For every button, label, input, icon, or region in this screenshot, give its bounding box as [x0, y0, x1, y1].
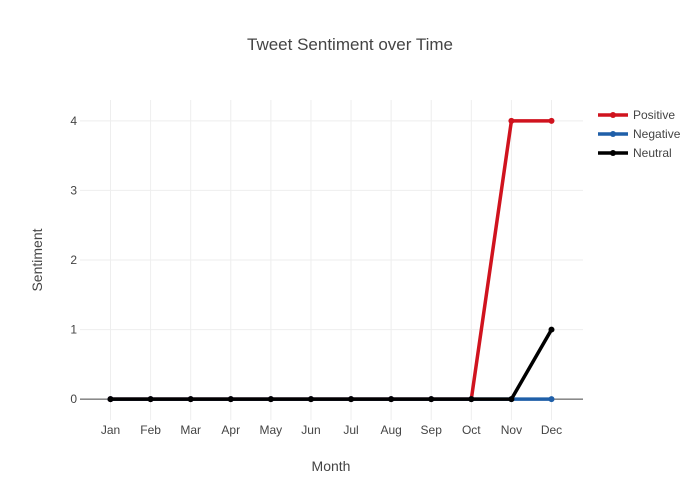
x-tick-label: Apr [221, 423, 240, 437]
x-tick-label: Dec [541, 423, 562, 437]
series-neutral [107, 326, 555, 403]
x-tick-label: Aug [380, 423, 401, 437]
neutral-point [147, 396, 154, 403]
legend-marker [610, 131, 616, 137]
positive-point [508, 117, 515, 124]
neutral-point [187, 396, 194, 403]
neutral-point [227, 396, 234, 403]
x-axis-ticks: Jan Feb Mar Apr May Jun Jul Aug Sep Oct Nov Dec [101, 423, 562, 437]
x-tick-label: Jan [101, 423, 120, 437]
y-axis-title: Sentiment [29, 228, 45, 291]
neutral-point [548, 326, 555, 333]
x-axis-title: Month [312, 458, 351, 474]
legend-marker [610, 112, 616, 118]
y-tick-label: 0 [70, 392, 77, 406]
neutral-point [388, 396, 395, 403]
neutral-point [508, 396, 515, 403]
x-tick-label: Oct [462, 423, 481, 437]
neutral-point [107, 396, 114, 403]
y-tick-label: 3 [70, 183, 77, 197]
y-tick-label: 4 [70, 114, 77, 128]
y-tick-label: 1 [70, 323, 77, 337]
x-tick-label: Nov [501, 423, 522, 437]
y-axis-ticks: 0 1 2 3 4 [70, 114, 77, 406]
x-tick-label: Jun [301, 423, 320, 437]
y-tick-label: 2 [70, 253, 77, 267]
legend-label: Positive [633, 108, 675, 122]
x-tick-label: Mar [180, 423, 201, 437]
grid-lines [80, 100, 583, 420]
legend-item-positive[interactable]: Positive [598, 108, 675, 122]
chart-title: Tweet Sentiment over Time [247, 35, 453, 54]
neutral-point [267, 396, 274, 403]
negative-point [548, 396, 555, 403]
x-tick-label: Sep [421, 423, 443, 437]
neutral-line [110, 328, 554, 401]
neutral-point [468, 396, 475, 403]
legend-marker [610, 150, 616, 156]
legend[interactable]: Positive Negative Neutral [598, 108, 681, 160]
positive-point [548, 117, 555, 124]
neutral-point [307, 396, 314, 403]
neutral-point [428, 396, 435, 403]
legend-item-negative[interactable]: Negative [598, 127, 681, 141]
legend-item-neutral[interactable]: Neutral [598, 146, 672, 160]
x-tick-label: Feb [140, 423, 161, 437]
neutral-point [348, 396, 355, 403]
series-group [107, 117, 555, 403]
x-tick-label: Jul [343, 423, 358, 437]
x-tick-label: May [260, 423, 283, 437]
legend-label: Negative [633, 127, 681, 141]
legend-label: Neutral [633, 146, 672, 160]
